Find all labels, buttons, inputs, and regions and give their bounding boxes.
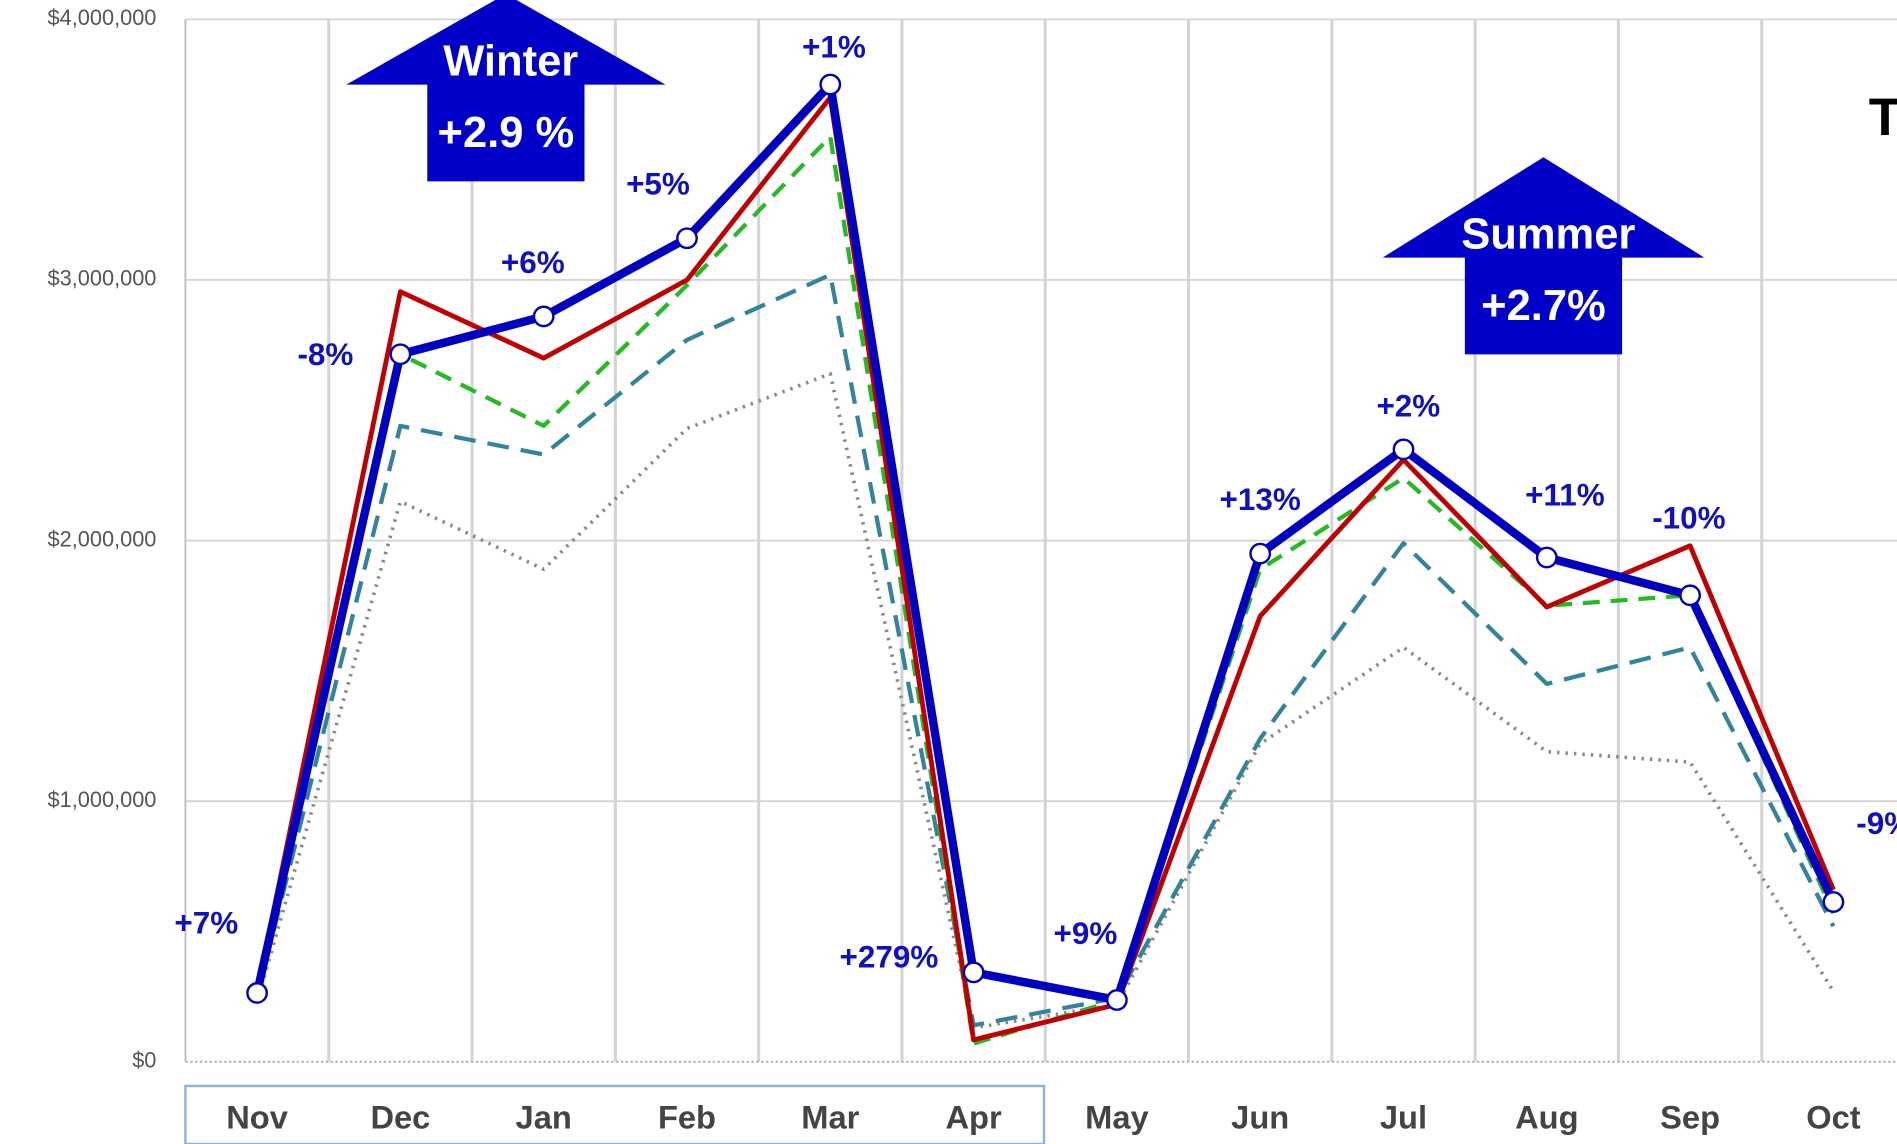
point-marker [819,73,842,96]
y-tick-label: $1,000,000 [48,787,157,812]
x-tick-label: Mar [801,1098,859,1135]
point-marker [1822,891,1845,913]
point-marker [1535,546,1558,569]
point-marker [532,305,555,328]
data-label: +279% [840,939,939,974]
x-tick-label: Apr [945,1098,1002,1135]
y-tick-label: $4,000,000 [48,5,157,30]
data-label: +6% [501,245,565,280]
callout-title: Summer [1461,211,1635,259]
category-highlight [184,1084,1046,1144]
y-tick-label: $0 [132,1048,156,1073]
x-tick-label: Oct [1806,1098,1861,1135]
data-label: +5% [626,167,690,202]
x-tick-label: Sep [1660,1098,1720,1135]
series-line [255,134,1836,1046]
data-label: -9% [1856,806,1897,841]
data-label: -10% [1652,501,1725,536]
y-tick-label: $2,000,000 [48,526,157,551]
series-line [255,371,1835,1030]
x-tick-label: Jun [1231,1098,1289,1135]
point-marker [962,961,985,984]
series-line [254,95,1836,1043]
point-marker [1392,438,1415,461]
point-marker [1106,989,1128,1011]
x-tick-label: Jul [1380,1098,1427,1135]
data-label: -8% [297,337,353,372]
point-marker [389,343,412,366]
point-marker [246,982,268,1004]
series-line [252,80,1838,1005]
point-marker [1679,584,1701,607]
callout-title: Winter [443,38,578,86]
data-label: +2% [1376,389,1440,424]
data-label: +13% [1220,482,1301,517]
chart-title: T [1869,88,1897,147]
callout-arrow [1382,157,1705,355]
data-label: +11% [1525,477,1605,512]
x-tick-label: Feb [658,1098,716,1135]
x-tick-label: Dec [370,1098,430,1135]
data-label: +9% [1054,916,1118,951]
callout-arrow [346,0,666,182]
callout-text: +2.9 % [438,109,575,157]
x-tick-label: Jan [516,1098,572,1135]
callout-text: +2.7% [1481,282,1606,330]
x-tick-label: May [1085,1098,1149,1135]
data-label: +1% [802,30,866,65]
x-tick-label: Aug [1515,1098,1578,1135]
point-marker [676,227,698,250]
y-tick-label: $3,000,000 [48,266,157,291]
series-line [255,272,1836,1028]
point-marker [1249,542,1272,565]
x-tick-label: Nov [226,1098,289,1135]
data-label: +7% [174,906,238,941]
